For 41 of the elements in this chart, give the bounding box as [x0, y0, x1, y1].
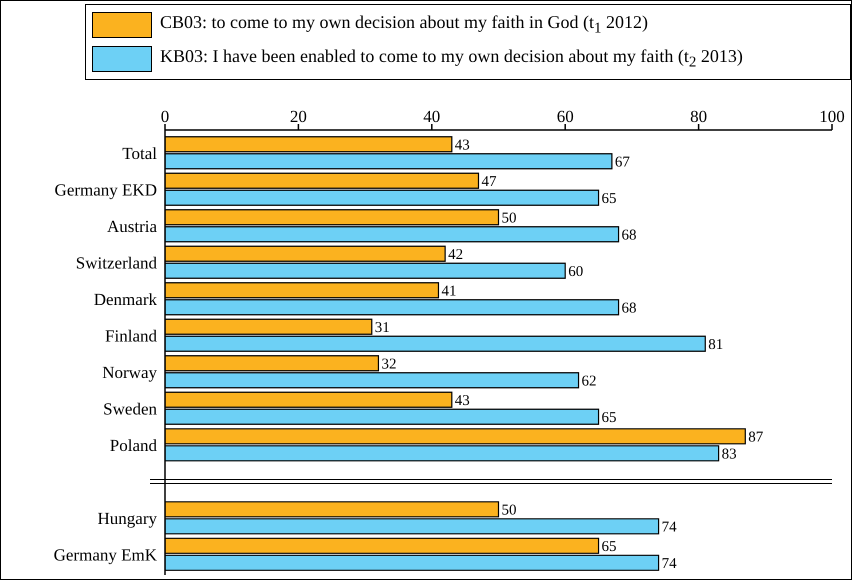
- x-tick-label: 20: [290, 107, 307, 126]
- data-label: 67: [614, 154, 630, 171]
- data-label: 60: [568, 264, 584, 280]
- data-label: 65: [602, 410, 617, 426]
- data-label: 81: [708, 337, 724, 354]
- data-label: 68: [622, 228, 637, 244]
- data-label: 65: [602, 191, 617, 208]
- data-label: 65: [602, 539, 617, 556]
- data-label: 68: [622, 300, 637, 317]
- data-label: 32: [381, 356, 396, 373]
- y-tick-label: Hungary: [98, 509, 158, 528]
- y-tick-label: Sweden: [103, 400, 158, 419]
- x-tick-label: 80: [690, 107, 708, 126]
- data-label: 43: [454, 138, 470, 154]
- x-tick-label: 0: [160, 107, 170, 126]
- data-label: 87: [748, 430, 764, 446]
- data-label: 43: [454, 393, 470, 410]
- y-tick-label: Total: [122, 144, 158, 164]
- legend-label: KB03: I have been enabled to come to my own decision about my faith (t$_{2}$ 2013): [160, 46, 743, 72]
- legend-label: CB03: to come to my own decision about my faith in God (t$_{1}$ 2012): [160, 12, 648, 38]
- y-tick-label: Finland: [105, 326, 158, 346]
- y-tick-label: Switzerland: [76, 254, 158, 273]
- data-label: 31: [374, 320, 390, 336]
- x-tick-label: 100: [819, 107, 845, 126]
- y-tick-label: Norway: [102, 363, 158, 382]
- data-label: 74: [662, 556, 678, 572]
- data-label: 50: [502, 210, 516, 227]
- data-label: 62: [582, 374, 597, 390]
- y-tick-label: Poland: [110, 436, 158, 456]
- data-label: 41: [441, 284, 456, 300]
- data-label: 74: [662, 520, 678, 536]
- y-tick-label: Germany EKD: [54, 180, 157, 200]
- data-label: 42: [448, 247, 464, 264]
- data-label: 50: [502, 502, 516, 519]
- y-tick-label: Denmark: [94, 290, 158, 310]
- y-tick-label: Germany EmK: [54, 546, 158, 565]
- data-label: 47: [481, 174, 497, 190]
- data-label: 83: [722, 446, 737, 463]
- x-tick-label: 60: [556, 107, 574, 126]
- y-tick-label: Austria: [106, 217, 158, 236]
- x-tick-label: 40: [423, 107, 440, 126]
